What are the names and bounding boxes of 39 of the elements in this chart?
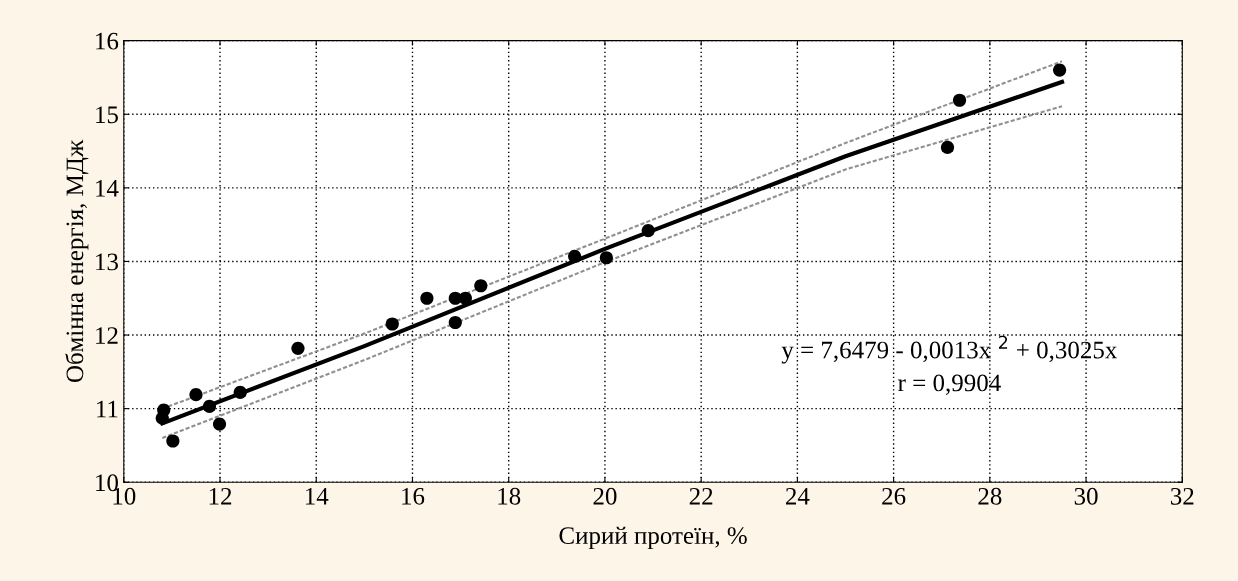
x-tick-label: 24 bbox=[785, 487, 810, 505]
x-tick-label: 14 bbox=[305, 487, 329, 505]
x-tick-label: 26 bbox=[882, 487, 906, 505]
point bbox=[458, 291, 472, 305]
point bbox=[212, 417, 227, 431]
x-axis-title: Сирий протеїн, % bbox=[559, 526, 747, 550]
y-tick-label: 13 bbox=[96, 253, 118, 271]
point bbox=[233, 385, 247, 400]
point bbox=[599, 251, 613, 265]
x-tick-label: 12 bbox=[209, 487, 232, 505]
y-tick-label: 12 bbox=[96, 327, 118, 344]
point bbox=[940, 140, 955, 154]
point bbox=[952, 93, 967, 107]
annotation: y = 7,6479 - 0,0013x $^{2}$ + 0,3025x bbox=[781, 335, 1118, 364]
point bbox=[155, 411, 169, 425]
point bbox=[1053, 63, 1067, 77]
x-tick-label: 20 bbox=[593, 487, 617, 505]
y-tick-label: 15 bbox=[96, 106, 118, 124]
point bbox=[420, 291, 434, 305]
x-tick-label: 28 bbox=[978, 487, 1002, 505]
x-tick-label: 32 bbox=[1170, 487, 1194, 505]
x-tick-label: 18 bbox=[498, 487, 521, 505]
point bbox=[189, 388, 203, 402]
point bbox=[474, 279, 488, 293]
annotation: r = 0,9904 bbox=[898, 374, 1001, 395]
point bbox=[202, 399, 217, 414]
x-tick-label: 30 bbox=[1074, 487, 1098, 505]
x-tick-label: 22 bbox=[689, 487, 713, 505]
point bbox=[385, 317, 399, 331]
point bbox=[448, 315, 462, 330]
y-tick-label: 11 bbox=[97, 400, 118, 418]
y-tick-label: 16 bbox=[96, 32, 119, 50]
y-axis-title: Обмінна енергія, МДж bbox=[65, 139, 89, 383]
point bbox=[641, 223, 655, 238]
point bbox=[568, 249, 582, 263]
point bbox=[291, 341, 305, 355]
point bbox=[166, 434, 180, 448]
y-tick-label: 14 bbox=[96, 180, 119, 197]
x-tick-label: 16 bbox=[402, 487, 425, 505]
